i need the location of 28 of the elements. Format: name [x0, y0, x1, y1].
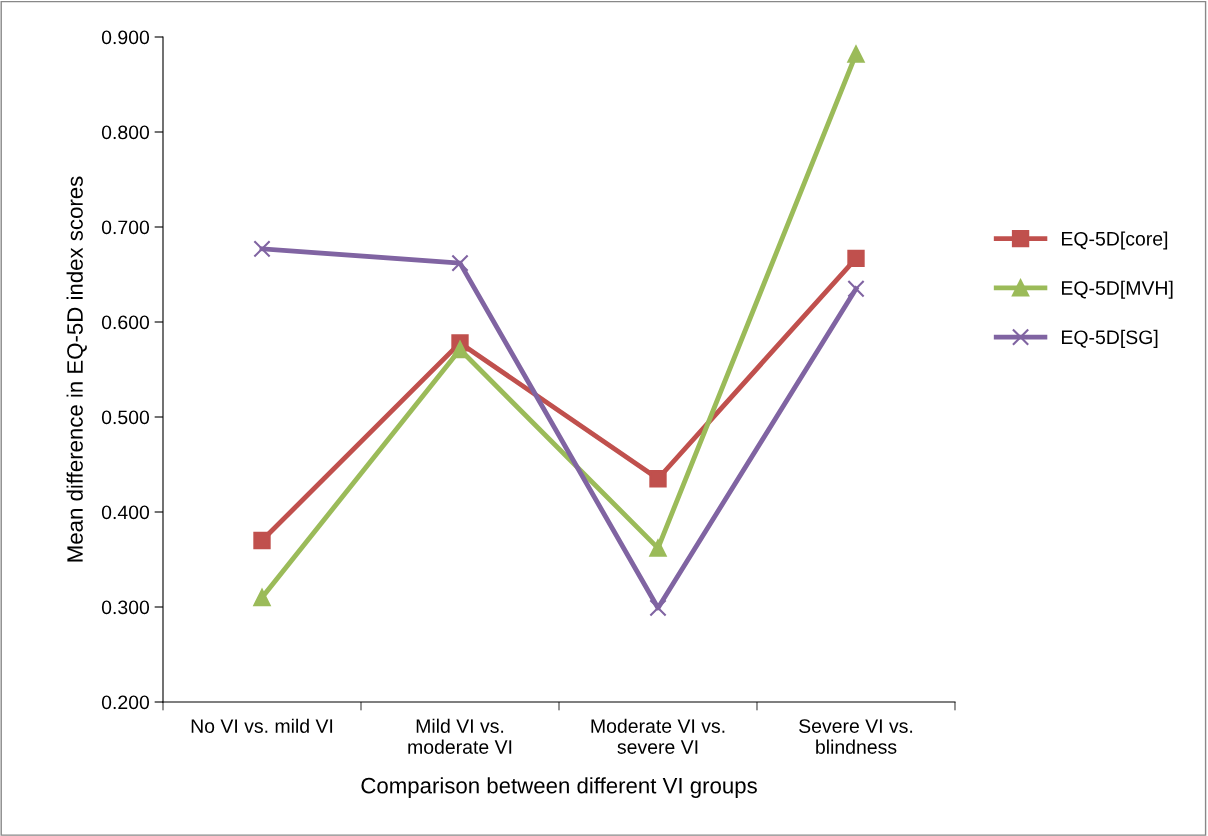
x-tick-label: No VI vs. mild VI: [191, 718, 333, 733]
point: [451, 254, 469, 272]
point: [649, 470, 667, 488]
y-tick-label: 0.400: [101, 505, 150, 520]
x-tick-label: Severe VI vs. blindness: [799, 719, 913, 754]
point: [451, 340, 469, 359]
y-tick-label: 0.500: [101, 410, 150, 425]
y-tick-label: 0.600: [101, 315, 150, 330]
legend-label: EQ-5D[SG]: [1062, 329, 1158, 348]
point: [649, 539, 667, 557]
x-axis-title: Comparison between different VI groups: [361, 777, 757, 798]
legend-label: EQ-5D[core]: [1062, 231, 1168, 250]
x-tick-label: Mild VI vs. moderate VI: [408, 718, 512, 754]
legend-label: EQ-5D[MVH]: [1062, 280, 1173, 299]
y-tick-label: 0.800: [101, 125, 150, 140]
point: [847, 249, 865, 268]
x-tick-label: Moderate VI vs. severe VI: [591, 718, 725, 754]
y-tick-label: 0.300: [101, 600, 150, 615]
y-axis-title: Mean difference in EQ-5D index scores: [66, 176, 87, 562]
point: [847, 280, 865, 298]
y-tick-label: 0.700: [101, 220, 150, 235]
point: [649, 599, 667, 617]
y-tick-label: 0.200: [101, 695, 150, 710]
y-tick-label: 0.900: [101, 30, 150, 45]
point: [847, 45, 865, 63]
point: [253, 240, 271, 258]
point: [253, 531, 271, 550]
point: [253, 588, 271, 607]
